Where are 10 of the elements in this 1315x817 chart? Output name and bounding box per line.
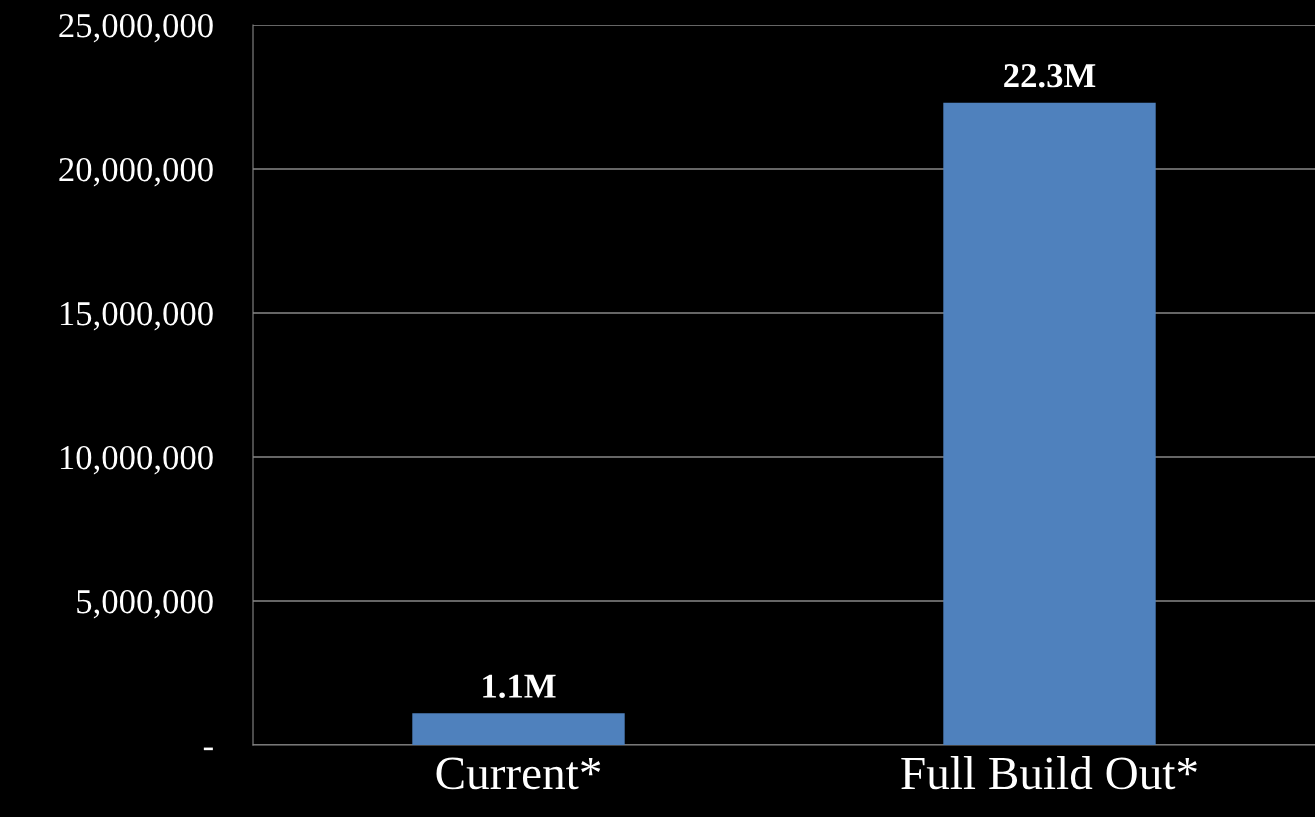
data-label: 1.1M <box>483 674 556 699</box>
data-label: 22.3M <box>1004 64 1096 88</box>
y-tick-label: 15,000,000 <box>60 301 213 331</box>
y-tick-label: 20,000,000 <box>59 157 213 187</box>
y-tick-label: 5,000,000 <box>77 589 213 619</box>
y-tick-label: 10,000,000 <box>60 445 213 475</box>
y-tick-label: 25,000,000 <box>59 13 213 43</box>
x-tick-label: Current* <box>436 757 601 790</box>
x-tick-label: Full Build Out* <box>901 756 1197 790</box>
y-tick-label: - <box>203 747 213 751</box>
